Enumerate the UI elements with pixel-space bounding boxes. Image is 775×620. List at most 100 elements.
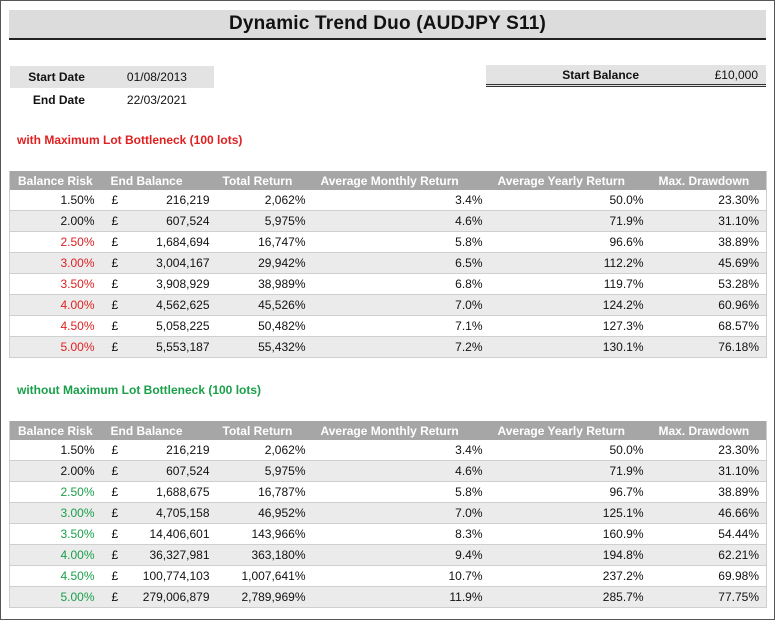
balance-risk-cell: 4.50%	[9, 315, 103, 337]
avg-yearly-return-cell: 237.2%	[489, 565, 651, 587]
balance-risk-cell: 2.50%	[9, 231, 103, 253]
currency-cell: £	[102, 294, 118, 316]
title-bar: Dynamic Trend Duo (AUDJPY S11)	[9, 10, 766, 40]
balance-risk-cell: 5.00%	[9, 336, 103, 358]
currency-cell: £	[102, 481, 118, 503]
currency-cell: £	[102, 190, 118, 211]
total-return-cell: 2,062%	[214, 190, 313, 211]
avg-yearly-return-cell: 112.2%	[489, 252, 651, 274]
header-avg-monthly-return: Average Monthly Return	[312, 171, 490, 190]
avg-monthly-return-cell: 7.0%	[312, 502, 490, 524]
currency-cell: £	[102, 586, 118, 608]
avg-yearly-return-cell: 124.2%	[489, 294, 651, 316]
table-row: 3.50% £14,406,601 143,966% 8.3% 160.9% 54.44%	[9, 523, 767, 545]
max-drawdown-cell: 45.69%	[650, 252, 767, 274]
currency-cell: £	[102, 460, 118, 482]
start-balance-box: Start Balance £10,000	[486, 65, 766, 87]
avg-yearly-return-cell: 71.9%	[489, 460, 651, 482]
avg-yearly-return-cell: 160.9%	[489, 523, 651, 545]
max-drawdown-cell: 38.89%	[650, 481, 767, 503]
avg-monthly-return-cell: 11.9%	[312, 586, 490, 608]
header-end-balance: End Balance	[102, 421, 215, 440]
avg-monthly-return-cell: 4.6%	[312, 460, 490, 482]
avg-monthly-return-cell: 3.4%	[312, 440, 490, 461]
balance-risk-cell: 3.00%	[9, 252, 103, 274]
total-return-cell: 16,787%	[214, 481, 313, 503]
balance-risk-cell: 4.00%	[9, 294, 103, 316]
table-row: 1.50% £216,219 2,062% 3.4% 50.0% 23.30%	[9, 190, 767, 211]
currency-cell: £	[102, 252, 118, 274]
end-balance-cell: 3,908,929	[116, 273, 215, 295]
end-balance-cell: 607,524	[116, 460, 215, 482]
max-drawdown-cell: 62.21%	[650, 544, 767, 566]
avg-monthly-return-cell: 7.2%	[312, 336, 490, 358]
balance-risk-cell: 4.00%	[9, 544, 103, 566]
header-balance-risk: Balance Risk	[9, 171, 103, 190]
total-return-cell: 143,966%	[214, 523, 313, 545]
currency-cell: £	[102, 440, 118, 461]
table-row: 4.50% £100,774,103 1,007,641% 10.7% 237.2% 69…	[9, 565, 767, 587]
total-return-cell: 16,747%	[214, 231, 313, 253]
table-row: 4.00% £36,327,981 363,180% 9.4% 194.8% 62.21%	[9, 544, 767, 566]
max-drawdown-cell: 76.18%	[650, 336, 767, 358]
avg-yearly-return-cell: 119.7%	[489, 273, 651, 295]
page-title: Dynamic Trend Duo (AUDJPY S11)	[228, 13, 547, 34]
avg-yearly-return-cell: 50.0%	[489, 440, 651, 461]
end-balance-cell: 1,688,675	[116, 481, 215, 503]
max-drawdown-cell: 68.57%	[650, 315, 767, 337]
table-row: 2.50% £1,684,694 16,747% 5.8% 96.6% 38.89%	[9, 231, 767, 253]
max-drawdown-cell: 54.44%	[650, 523, 767, 545]
start-date-value: 01/08/2013	[126, 70, 187, 84]
currency-cell: £	[102, 210, 118, 232]
max-drawdown-cell: 60.96%	[650, 294, 767, 316]
total-return-cell: 5,975%	[214, 460, 313, 482]
table-row: 5.00% £279,006,879 2,789,969% 11.9% 285.7% 77…	[9, 586, 767, 608]
start-date-row: Start Date 01/08/2013	[10, 66, 214, 88]
table-row: 2.50% £1,688,675 16,787% 5.8% 96.7% 38.89%	[9, 481, 767, 503]
end-balance-cell: 14,406,601	[116, 523, 215, 545]
currency-cell: £	[102, 502, 118, 524]
start-balance-value: £10,000	[714, 67, 758, 82]
total-return-cell: 5,975%	[214, 210, 313, 232]
balance-risk-cell: 5.00%	[9, 586, 103, 608]
avg-monthly-return-cell: 10.7%	[312, 565, 490, 587]
total-return-cell: 45,526%	[214, 294, 313, 316]
avg-monthly-return-cell: 5.8%	[312, 481, 490, 503]
avg-monthly-return-cell: 4.6%	[312, 210, 490, 232]
section-without-label: without Maximum Lot Bottleneck (100 lots…	[17, 383, 262, 397]
balance-risk-cell: 3.00%	[9, 502, 103, 524]
table-row: 2.00% £607,524 5,975% 4.6% 71.9% 31.10%	[9, 460, 767, 482]
header-max-drawdown: Max. Drawdown	[650, 171, 767, 190]
end-balance-cell: 5,553,187	[116, 336, 215, 358]
balance-risk-cell: 2.50%	[9, 481, 103, 503]
currency-cell: £	[102, 231, 118, 253]
avg-yearly-return-cell: 96.7%	[489, 481, 651, 503]
avg-monthly-return-cell: 5.8%	[312, 231, 490, 253]
header-avg-monthly-return: Average Monthly Return	[312, 421, 490, 440]
max-drawdown-cell: 38.89%	[650, 231, 767, 253]
avg-monthly-return-cell: 6.8%	[312, 273, 490, 295]
avg-yearly-return-cell: 130.1%	[489, 336, 651, 358]
end-date-value: 22/03/2021	[126, 93, 187, 107]
table-with-bottleneck: Balance Risk End Balance Total Return Av…	[9, 171, 767, 358]
avg-yearly-return-cell: 125.1%	[489, 502, 651, 524]
max-drawdown-cell: 31.10%	[650, 210, 767, 232]
table-row: 4.50% £5,058,225 50,482% 7.1% 127.3% 68.57%	[9, 315, 767, 337]
end-balance-cell: 4,705,158	[116, 502, 215, 524]
avg-yearly-return-cell: 96.6%	[489, 231, 651, 253]
avg-monthly-return-cell: 9.4%	[312, 544, 490, 566]
end-balance-cell: 5,058,225	[116, 315, 215, 337]
balance-risk-cell: 1.50%	[9, 190, 103, 211]
currency-cell: £	[102, 544, 118, 566]
total-return-cell: 38,989%	[214, 273, 313, 295]
total-return-cell: 50,482%	[214, 315, 313, 337]
balance-risk-cell: 2.00%	[9, 210, 103, 232]
header-total-return: Total Return	[214, 171, 313, 190]
end-date-label: End Date	[32, 93, 85, 107]
end-balance-cell: 216,219	[116, 190, 215, 211]
balance-risk-cell: 1.50%	[9, 440, 103, 461]
start-balance-label: Start Balance	[562, 67, 639, 82]
avg-yearly-return-cell: 194.8%	[489, 544, 651, 566]
avg-monthly-return-cell: 7.1%	[312, 315, 490, 337]
avg-monthly-return-cell: 3.4%	[312, 190, 490, 211]
